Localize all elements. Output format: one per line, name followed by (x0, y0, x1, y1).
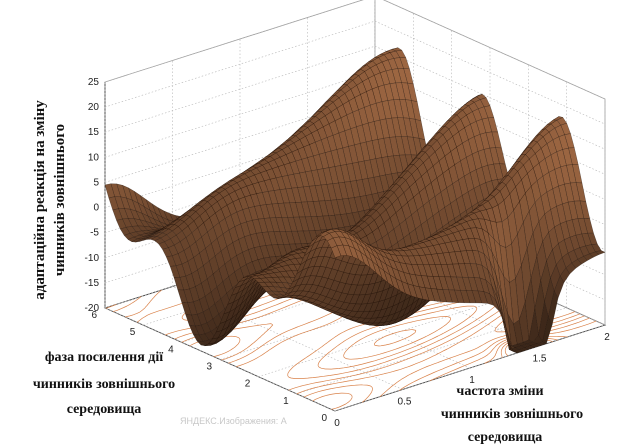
z-tick-label: -15 (85, 278, 100, 289)
x-tick-label: 0.5 (398, 397, 412, 408)
x-label-line-3: середовища (468, 430, 543, 445)
y-tick-label: 0 (321, 413, 327, 424)
x-label-line-1: частота зміни (456, 384, 543, 399)
y-axis-label: фаза посилення дії чинників зовнішнього … (33, 350, 175, 417)
z-tick-label: -10 (85, 253, 100, 264)
y-tick-label: 5 (130, 327, 136, 338)
y-label-line-2: чинників зовнішнього (33, 377, 175, 392)
surface-mesh (104, 47, 606, 354)
z-label-line-2: чинників зовнішнього (52, 124, 68, 276)
watermark-text: ЯНДЕКС.Изображения: А (180, 416, 287, 426)
z-tick-label: 0 (93, 203, 99, 214)
y-tick-label: 1 (283, 396, 289, 407)
y-label-line-1: фаза посилення дії (45, 350, 163, 365)
z-label-line-1: адаптаційна реакція на зміну (32, 100, 48, 300)
z-axis-label: адаптаційна реакція на зміну чинників зо… (32, 100, 68, 300)
x-axis-label: частота зміни чинників зовнішнього серед… (441, 384, 583, 445)
surface-facet (330, 245, 342, 258)
y-tick-label: 2 (245, 379, 251, 390)
x-tick-label: 1.5 (533, 354, 547, 365)
tick-labels: -20 -15 -10 -5 0 5 10 15 20 25 0 1 2 3 4 5 6 0 0.5 1 1.5 2 (85, 77, 611, 429)
x-tick-label: 1 (469, 375, 475, 386)
y-tick-label: 6 (91, 310, 97, 321)
y-grid-line (258, 64, 529, 377)
y-grid-line (181, 30, 453, 343)
x-label-line-2: чинників зовнішнього (441, 407, 583, 422)
z-tick-label: 15 (88, 127, 100, 138)
y-tick-label: 3 (206, 362, 212, 373)
z-tick-label: -20 (85, 303, 100, 314)
z-tick-label: -5 (90, 228, 99, 239)
y-label-line-3: середовища (67, 402, 142, 417)
y-grid-line (334, 99, 606, 412)
x-tick-label: 2 (604, 332, 610, 343)
y-tick-label: 4 (168, 344, 174, 355)
z-tick-label: 20 (88, 102, 100, 113)
z-tick-label: 10 (88, 152, 100, 163)
z-tick-label: 5 (93, 177, 99, 188)
x-tick-label: 0 (334, 418, 340, 429)
z-tick-label: 25 (88, 77, 100, 88)
